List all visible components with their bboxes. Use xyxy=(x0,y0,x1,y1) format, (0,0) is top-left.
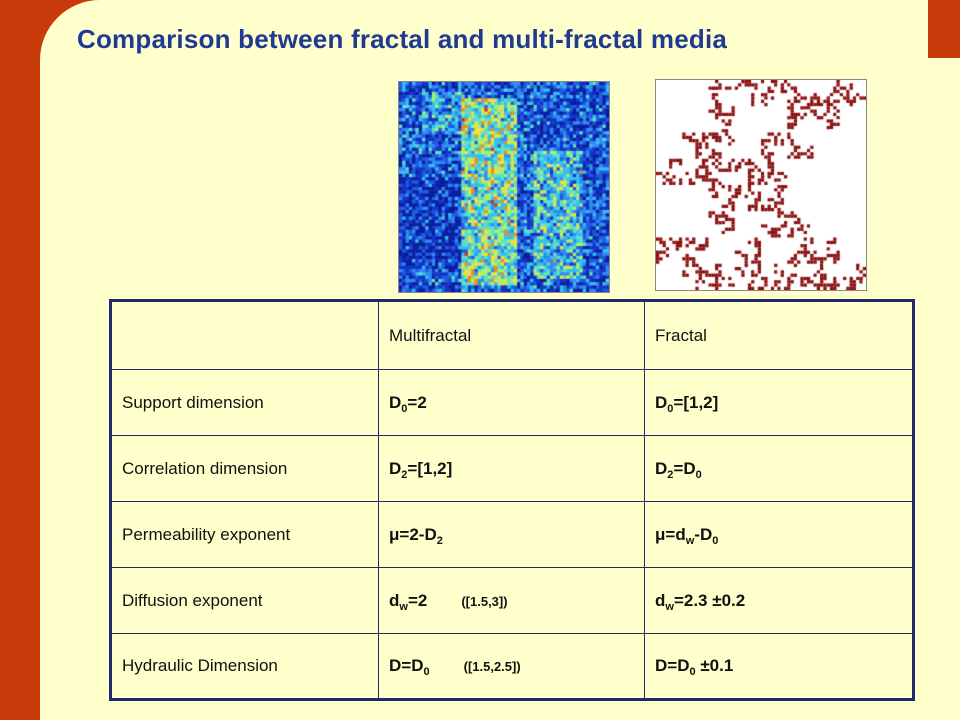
fractal-cell: dw=2.3 ±0.2 xyxy=(644,567,914,634)
table-row: Permeability exponent μ=2-D2 μ=dw-D0 xyxy=(110,501,914,568)
table-row: Support dimension D0=2 D0=[1,2] xyxy=(110,369,914,436)
multifractal-cell: dw=2 ([1.5,3]) xyxy=(378,567,645,634)
fractal-cell: D2=D0 xyxy=(644,435,914,502)
table-row: Diffusion exponent dw=2 ([1.5,3]) dw=2.3 … xyxy=(110,567,914,634)
multifractal-cell: D0=2 xyxy=(378,369,645,436)
table-row: Hydraulic Dimension D=D0 ([1.5,2.5]) D=D0… xyxy=(110,633,914,700)
header-multifractal: Multifractal xyxy=(378,300,645,370)
fractal-cell: D=D0 ±0.1 xyxy=(644,633,914,700)
row-label: Correlation dimension xyxy=(110,435,379,502)
range-note: ([1.5,3]) xyxy=(461,593,508,609)
multifractal-heatmap xyxy=(399,82,609,292)
row-label: Diffusion exponent xyxy=(110,567,379,634)
multifractal-cell: D=D0 ([1.5,2.5]) xyxy=(378,633,645,700)
comparison-table: Multifractal Fractal Support dimension D… xyxy=(109,299,915,701)
row-label: Permeability exponent xyxy=(110,501,379,568)
range-note: ([1.5,2.5]) xyxy=(463,659,521,674)
multifractal-cell: D2=[1,2] xyxy=(378,435,645,502)
slide-title: Comparison between fractal and multi-fra… xyxy=(77,24,728,54)
fractal-cell: μ=dw-D0 xyxy=(644,501,914,568)
row-label: Support dimension xyxy=(110,369,379,436)
multifractal-image xyxy=(398,81,610,293)
table-row: Correlation dimension D2=[1,2] D2=D0 xyxy=(110,435,914,502)
row-label: Hydraulic Dimension xyxy=(110,633,379,700)
header-empty-cell xyxy=(110,300,379,370)
table-header-row: Multifractal Fractal xyxy=(110,300,914,370)
fractal-image xyxy=(655,79,867,291)
fractal-pattern xyxy=(656,80,866,290)
fractal-cell: D0=[1,2] xyxy=(644,369,914,436)
multifractal-cell: μ=2-D2 xyxy=(378,501,645,568)
header-fractal: Fractal xyxy=(644,300,914,370)
